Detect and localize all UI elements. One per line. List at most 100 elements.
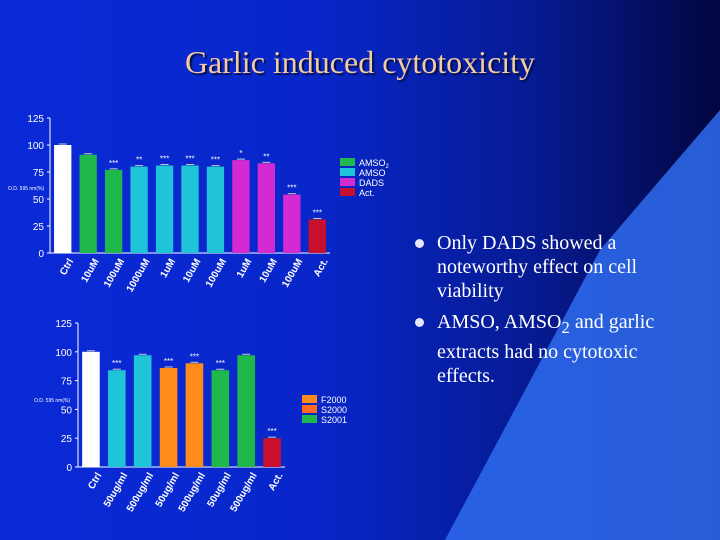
bar — [181, 165, 199, 253]
y-tick-label: 25 — [61, 434, 73, 445]
x-tick-label: Act. — [267, 471, 286, 493]
bar — [257, 163, 276, 253]
bar — [155, 165, 174, 253]
bar — [211, 370, 230, 467]
significance-label: *** — [267, 427, 276, 436]
bar — [185, 363, 204, 467]
x-tick-label: Act. — [312, 257, 331, 279]
y-tick-label: 100 — [55, 348, 72, 359]
significance-label: *** — [160, 155, 169, 164]
legend-label: DADS — [359, 178, 384, 188]
significance-label: *** — [211, 156, 220, 165]
x-tick-label: 1uM — [235, 257, 255, 280]
y-tick-label: 125 — [27, 114, 44, 125]
bullet-dot — [415, 239, 424, 248]
bar — [232, 160, 250, 253]
significance-label: *** — [313, 209, 322, 218]
significance-label: *** — [112, 359, 121, 368]
significance-label: *** — [185, 155, 194, 164]
legend-swatch — [340, 188, 355, 196]
bullet-text: and garlic extracts had no cytotoxic eff… — [437, 311, 655, 387]
x-tick-label: 100uM — [204, 257, 229, 289]
bullet: Only DADS showed a noteworthy effect on … — [415, 231, 699, 303]
x-tick-label: 10uM — [79, 257, 101, 285]
y-tick-label: 0 — [38, 249, 44, 260]
legend-text: AMSO — [359, 168, 386, 178]
x-tick-label: 50ug/ml — [154, 471, 183, 509]
legend-swatch — [340, 178, 355, 186]
legend-subscript: 2 — [386, 164, 390, 170]
bar — [237, 355, 255, 467]
legend-text: DADS — [359, 178, 384, 188]
bar — [130, 166, 148, 253]
legend-text: F2000 — [321, 395, 347, 405]
y-tick-label: 125 — [55, 319, 72, 330]
bar — [82, 351, 100, 467]
bar — [79, 154, 97, 253]
significance-label: *** — [190, 352, 199, 361]
decor-shape — [445, 110, 720, 540]
bar — [133, 355, 152, 467]
legend-swatch — [302, 395, 317, 403]
legend-label: F2000 — [321, 395, 347, 405]
y-axis-label: O.D. 595 nm(%) — [8, 186, 44, 192]
x-tick-label: 100uM — [280, 257, 305, 289]
bar — [54, 145, 72, 253]
legend-swatch — [340, 168, 355, 176]
x-tick-label: 50ug/ml — [102, 471, 131, 509]
significance-label: *** — [216, 359, 225, 368]
x-tick-label: 50ug/ml — [205, 471, 234, 509]
bar — [283, 194, 301, 253]
y-tick-label: 50 — [33, 195, 45, 206]
x-tick-label: 10uM — [181, 257, 203, 285]
x-tick-label: 1uM — [159, 257, 179, 280]
legend-text: AMSO — [359, 158, 386, 168]
bullet-dot — [415, 318, 424, 327]
legend-label: AMSO2 — [359, 158, 390, 170]
x-tick-label: Ctrl — [86, 471, 104, 492]
significance-label: *** — [109, 159, 118, 168]
bar — [308, 219, 326, 253]
bar — [206, 166, 225, 253]
x-tick-label: 100uM — [102, 257, 127, 289]
legend-swatch — [340, 158, 355, 166]
y-tick-label: 100 — [27, 141, 44, 152]
bar — [108, 370, 126, 467]
significance-label: * — [239, 149, 242, 158]
legend-text: S2000 — [321, 405, 347, 415]
x-tick-label: Ctrl — [58, 257, 76, 278]
legend-label: S2000 — [321, 405, 347, 415]
chart: O.D. 595 nm(%) 0 25 50 75 100 125 Ctrl *** 50ug/m… — [34, 319, 347, 514]
legend-swatch — [302, 405, 317, 413]
y-axis-label: O.D. 595 nm(%) — [34, 398, 70, 404]
y-tick-label: 75 — [33, 168, 45, 179]
y-tick-label: 75 — [61, 377, 73, 388]
significance-label: ** — [136, 156, 142, 165]
bar — [159, 367, 178, 467]
bullet-text: Only DADS showed a noteworthy effect on … — [437, 232, 638, 302]
significance-label: *** — [164, 357, 173, 366]
title: Garlic induced cytotoxicity — [184, 44, 536, 80]
legend-text: Act. — [359, 188, 375, 198]
bullet: AMSO, AMSO2 and garlic extracts had no c… — [415, 310, 699, 388]
subscript: 2 — [561, 318, 570, 337]
y-tick-label: 0 — [66, 463, 72, 474]
legend-label: Act. — [359, 188, 375, 198]
legend-text: S2001 — [321, 415, 347, 425]
bar — [263, 438, 281, 467]
x-tick-label: 1000uM — [125, 257, 153, 294]
y-tick-label: 50 — [61, 405, 73, 416]
bullet-text: AMSO, AMSO — [437, 311, 562, 333]
legend-label: S2001 — [321, 415, 347, 425]
significance-label: ** — [263, 152, 269, 161]
x-tick-label: 10uM — [258, 257, 280, 285]
significance-label: *** — [287, 184, 296, 193]
y-tick-label: 25 — [33, 222, 45, 233]
legend-label: AMSO — [359, 168, 386, 178]
bar — [104, 169, 123, 253]
legend-swatch — [302, 415, 317, 423]
